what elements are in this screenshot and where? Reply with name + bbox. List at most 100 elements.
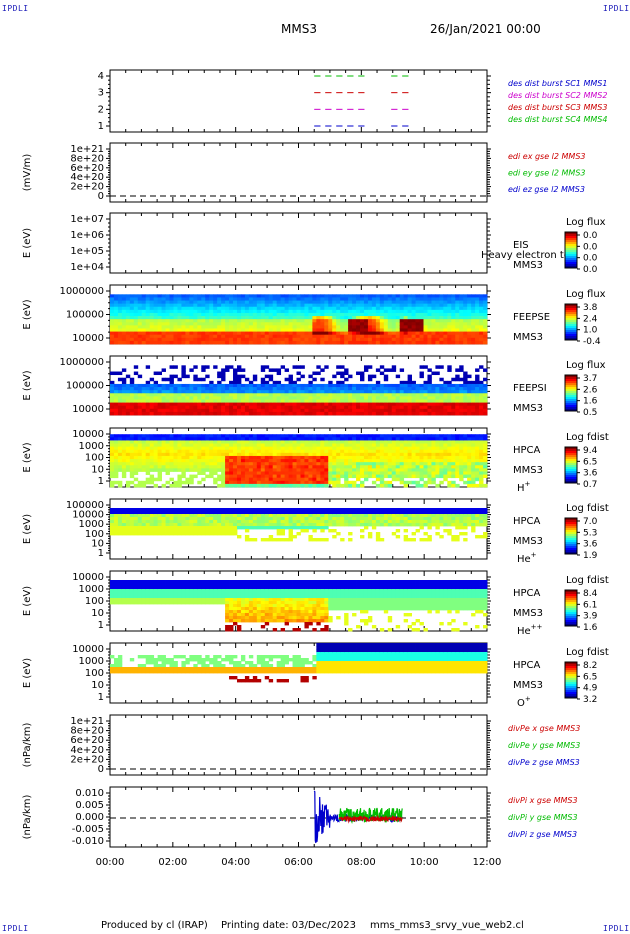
spectrogram-cell — [288, 303, 293, 308]
spectrogram-cell — [411, 468, 416, 472]
spectrogram-cell — [284, 471, 289, 475]
spectrogram-cell — [185, 411, 190, 416]
spectrogram-cell — [229, 306, 234, 311]
spectrogram-cell — [197, 446, 202, 451]
spectrogram-cell — [264, 390, 270, 394]
spectrogram-cell — [352, 459, 357, 463]
spectrogram-cell — [284, 408, 289, 413]
spectrogram-cell — [316, 480, 321, 485]
spectrogram-cell — [316, 459, 321, 463]
spectrogram-cell — [225, 459, 230, 463]
spectrogram-cell — [423, 396, 428, 400]
spectrogram-cell — [189, 297, 194, 301]
spectrogram-cell — [360, 405, 365, 410]
spectrogram-cell — [411, 402, 416, 407]
spectrogram-cell — [363, 325, 369, 329]
spectrogram-cell — [324, 306, 329, 311]
spectrogram-cell — [153, 411, 159, 416]
spectrogram-cell — [276, 399, 282, 403]
spectrogram-cell — [431, 328, 436, 332]
spectrogram-cell — [280, 483, 286, 488]
spectrogram-cell — [213, 443, 218, 448]
spectrogram-cell — [110, 328, 115, 332]
spectrogram-cell — [407, 471, 412, 475]
spectrogram-cell — [367, 331, 373, 336]
spectrogram-cell — [181, 368, 186, 372]
spectrogram-cell — [475, 325, 480, 329]
y-tick-label: 1000000 — [59, 357, 104, 368]
spectrogram-cell — [483, 402, 488, 407]
spectrogram-cell — [340, 399, 345, 403]
spectrogram-cell — [169, 402, 174, 407]
spectrogram-cell — [467, 306, 472, 311]
spectrogram-cell — [153, 396, 159, 400]
spectrogram-cell — [252, 446, 258, 451]
spectrogram-cell — [233, 309, 238, 314]
panel-frame — [109, 786, 488, 848]
spectrogram-cell — [419, 334, 424, 339]
y-tick-label: 10 — [91, 464, 104, 475]
spectrogram-cell — [451, 294, 456, 298]
spectrogram-cell — [407, 309, 412, 314]
spectrogram-cell — [225, 440, 230, 444]
spectrogram-cell — [320, 368, 325, 372]
y-tick-label: 100 — [85, 668, 104, 679]
spectrogram-cell — [181, 408, 186, 413]
spectrogram-cell — [145, 383, 151, 388]
spectrogram-cell — [427, 408, 432, 413]
spectrogram-cell — [173, 396, 178, 400]
spectrogram-cell — [197, 334, 202, 339]
spectrogram-cell — [320, 462, 325, 466]
spectrogram-cell — [201, 434, 206, 438]
legend-entry: edi ex gse l2 MMS3 — [508, 152, 586, 161]
spectrogram-cell — [459, 334, 464, 339]
spectrogram-cell — [288, 399, 293, 403]
spectrogram-cell — [296, 319, 301, 323]
spectrogram-cell — [129, 396, 135, 400]
spectrogram-cell — [308, 449, 313, 454]
spectrogram-cell — [296, 365, 301, 369]
spectrogram-cell — [244, 300, 250, 305]
spectrogram-cell — [304, 340, 309, 345]
spectrogram-cell — [240, 471, 246, 475]
spectrogram-cell — [201, 387, 206, 391]
spectrogram-cell — [360, 446, 365, 451]
spectrogram-cell — [304, 434, 309, 438]
spectrogram-cell — [387, 437, 393, 441]
spectrogram-cell — [431, 449, 436, 454]
spectrogram-cell — [280, 322, 286, 326]
spectrogram-cell — [296, 377, 301, 382]
spectrogram-cell — [165, 303, 170, 308]
spectrogram-cell — [248, 309, 254, 314]
spectrogram-cell — [244, 377, 250, 382]
spectrogram-cell — [256, 319, 262, 323]
spectrogram-cell — [205, 459, 210, 463]
spectrogram-cell — [371, 387, 377, 391]
spectrogram-cell — [145, 446, 151, 451]
spectrogram-cell — [360, 322, 365, 326]
spectrogram-cell — [447, 402, 452, 407]
spectrogram-cell — [240, 374, 246, 379]
spectrogram-cell — [387, 405, 393, 410]
spectrogram-cell — [181, 465, 186, 469]
spectrogram-cell — [221, 300, 226, 305]
spectrogram-cell — [189, 408, 194, 413]
spectrogram-cell — [193, 312, 198, 317]
spectrogram-cell — [415, 387, 420, 391]
spectrogram-cell — [121, 303, 127, 308]
spectrogram-cell — [256, 334, 262, 339]
spectrogram-cell — [117, 337, 123, 342]
spectrogram-cells — [110, 294, 488, 345]
spectrogram-cell — [471, 328, 476, 332]
spectrogram-cell — [296, 334, 301, 339]
spectrogram-cell — [431, 334, 436, 339]
spectrogram-cell — [252, 399, 258, 403]
spectrogram-cell — [332, 408, 337, 413]
spectrogram-cell — [252, 443, 258, 448]
spectrogram-cell — [185, 337, 190, 342]
spectrogram-cell — [193, 459, 198, 463]
spectrogram-cell — [141, 411, 147, 416]
spectrogram-cell — [205, 331, 210, 336]
spectrogram-cell — [387, 483, 393, 488]
spectrogram-cell — [209, 319, 214, 323]
